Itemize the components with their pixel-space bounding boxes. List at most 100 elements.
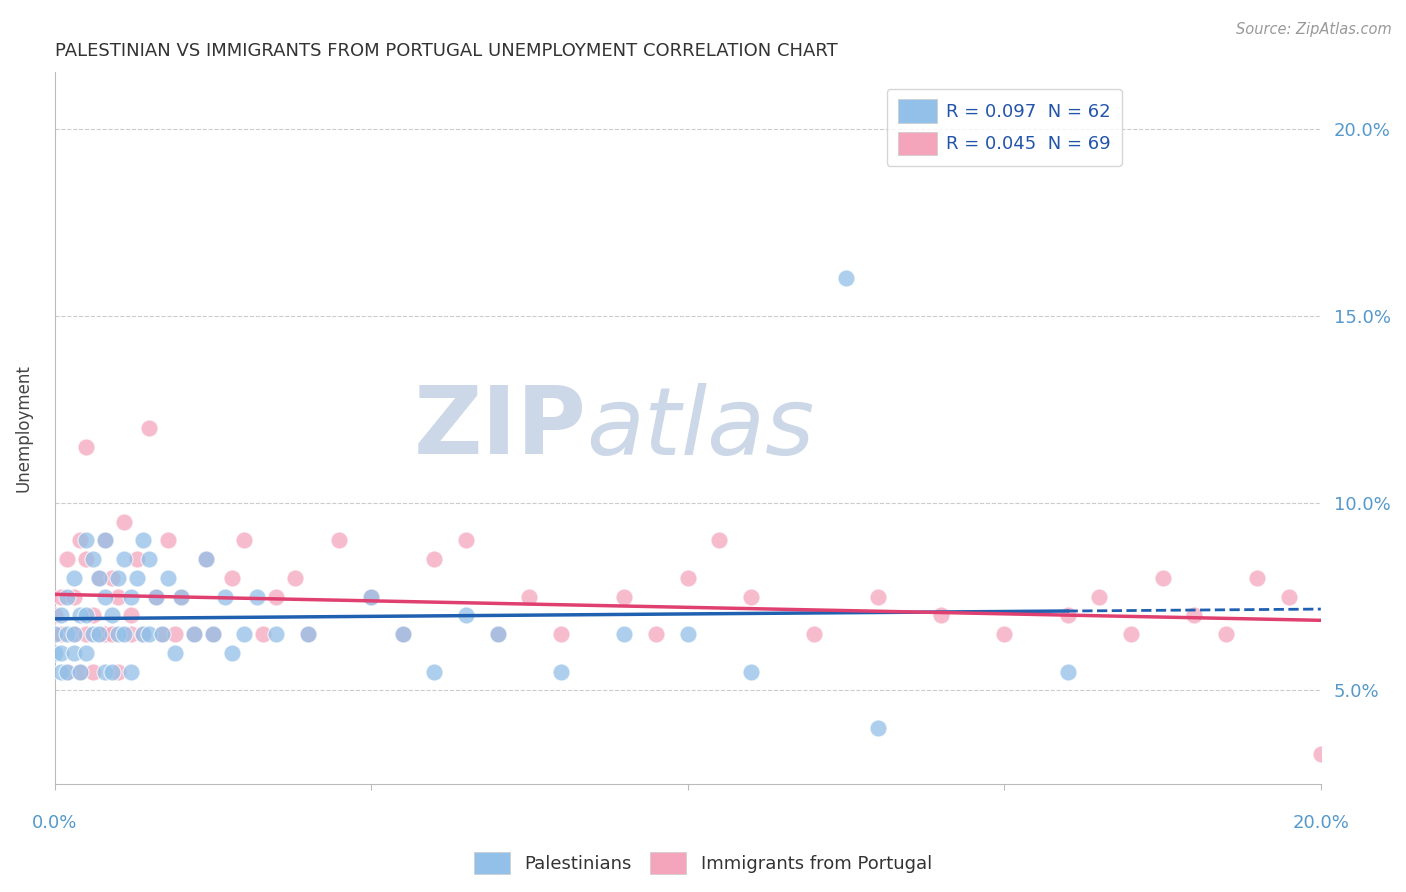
Point: [1215, 627, 1237, 641]
Point: [94, 590, 117, 604]
Point: [107, 665, 129, 679]
Point: [62, 646, 84, 660]
Point: [233, 533, 256, 548]
Text: atlas: atlas: [586, 383, 814, 474]
Point: [87, 627, 110, 641]
Point: [49, 590, 72, 604]
Point: [454, 608, 477, 623]
Point: [613, 627, 636, 641]
Text: PALESTINIAN VS IMMIGRANTS FROM PORTUGAL UNEMPLOYMENT CORRELATION CHART: PALESTINIAN VS IMMIGRANTS FROM PORTUGAL …: [55, 42, 838, 60]
Point: [44, 627, 66, 641]
Point: [62, 627, 84, 641]
Point: [56, 552, 79, 566]
Y-axis label: Unemployment: Unemployment: [15, 364, 32, 492]
Point: [284, 571, 307, 585]
Point: [94, 665, 117, 679]
Point: [56, 665, 79, 679]
Point: [486, 627, 509, 641]
Point: [69, 665, 91, 679]
Point: [62, 571, 84, 585]
Point: [486, 627, 509, 641]
Point: [391, 627, 413, 641]
Point: [125, 571, 148, 585]
Point: [125, 552, 148, 566]
Point: [56, 590, 79, 604]
Point: [163, 627, 186, 641]
Point: [120, 590, 142, 604]
Point: [69, 533, 91, 548]
Point: [297, 627, 319, 641]
Point: [201, 627, 224, 641]
Point: [183, 627, 205, 641]
Point: [866, 590, 889, 604]
Point: [1278, 590, 1301, 604]
Point: [676, 627, 699, 641]
Text: ZIP: ZIP: [413, 382, 586, 475]
Point: [328, 533, 350, 548]
Point: [75, 533, 97, 548]
Point: [866, 721, 889, 735]
Point: [157, 533, 180, 548]
Point: [100, 665, 122, 679]
Point: [1088, 590, 1111, 604]
Point: [1182, 608, 1205, 623]
Point: [613, 590, 636, 604]
Point: [195, 552, 218, 566]
Point: [929, 608, 952, 623]
Point: [120, 665, 142, 679]
Point: [1309, 747, 1331, 761]
Point: [519, 590, 541, 604]
Point: [676, 571, 699, 585]
Point: [49, 627, 72, 641]
Point: [56, 665, 79, 679]
Point: [138, 421, 160, 435]
Point: [391, 627, 413, 641]
Point: [87, 571, 110, 585]
Point: [1152, 571, 1174, 585]
Point: [423, 552, 446, 566]
Point: [112, 552, 135, 566]
Point: [112, 627, 135, 641]
Point: [264, 590, 287, 604]
Point: [44, 646, 66, 660]
Point: [454, 533, 477, 548]
Point: [75, 440, 97, 454]
Text: 0.0%: 0.0%: [32, 814, 77, 832]
Point: [145, 590, 167, 604]
Point: [233, 627, 256, 641]
Point: [645, 627, 668, 641]
Point: [170, 590, 193, 604]
Point: [183, 627, 205, 641]
Point: [120, 608, 142, 623]
Point: [107, 571, 129, 585]
Point: [100, 627, 122, 641]
Point: [87, 571, 110, 585]
Point: [49, 608, 72, 623]
Point: [550, 627, 572, 641]
Point: [252, 627, 274, 641]
Point: [56, 627, 79, 641]
Point: [214, 590, 236, 604]
Point: [62, 627, 84, 641]
Point: [132, 627, 155, 641]
Point: [221, 571, 243, 585]
Point: [82, 608, 104, 623]
Point: [44, 627, 66, 641]
Point: [49, 646, 72, 660]
Point: [740, 590, 762, 604]
Point: [709, 533, 731, 548]
Point: [94, 627, 117, 641]
Point: [1056, 665, 1078, 679]
Point: [107, 627, 129, 641]
Point: [157, 571, 180, 585]
Point: [740, 665, 762, 679]
Point: [1119, 627, 1142, 641]
Point: [360, 590, 382, 604]
Point: [75, 646, 97, 660]
Point: [100, 608, 122, 623]
Point: [150, 627, 173, 641]
Point: [62, 590, 84, 604]
Point: [82, 627, 104, 641]
Point: [120, 627, 142, 641]
Point: [69, 608, 91, 623]
